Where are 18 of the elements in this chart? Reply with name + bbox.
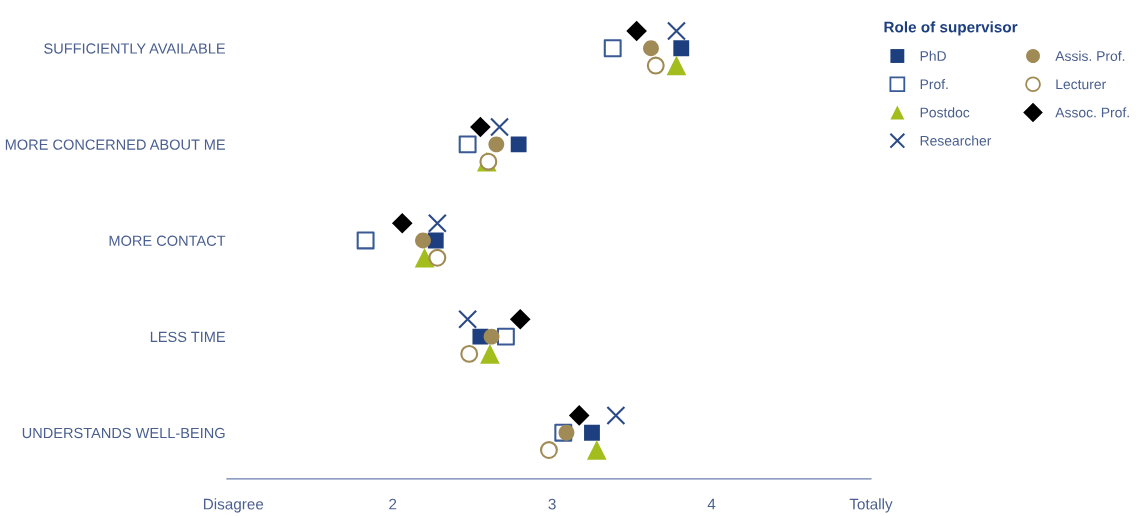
x-tick-label: 2 xyxy=(389,498,397,510)
x-tick-label: 4 xyxy=(707,498,716,510)
legend-label: Prof. xyxy=(920,79,948,90)
y-tick-label: UNDERSTANDS WELL-BEING xyxy=(22,427,225,439)
legend-label: Assoc. Prof. xyxy=(1055,107,1129,118)
legend-label: Researcher xyxy=(920,135,992,146)
y-tick-label: MORE CONCERNED ABOUT ME xyxy=(5,139,225,150)
legend-label: PhD xyxy=(920,50,946,61)
legend-label: Assis. Prof. xyxy=(1055,50,1125,61)
legend-label: Lecturer xyxy=(1056,79,1106,90)
x-tick-label: 3 xyxy=(548,498,556,510)
y-tick-label: LESS TIME xyxy=(150,331,225,343)
legend-title: Role of supervisor xyxy=(884,21,1018,36)
legend-label: Postdoc xyxy=(920,107,970,118)
y-tick-label: SUFFICIENTLY AVAILABLE xyxy=(44,43,225,54)
y-tick-label: MORE CONTACT xyxy=(109,235,226,246)
x-tick-label: Disagree xyxy=(203,498,264,513)
x-tick-label: Totally xyxy=(849,498,893,513)
